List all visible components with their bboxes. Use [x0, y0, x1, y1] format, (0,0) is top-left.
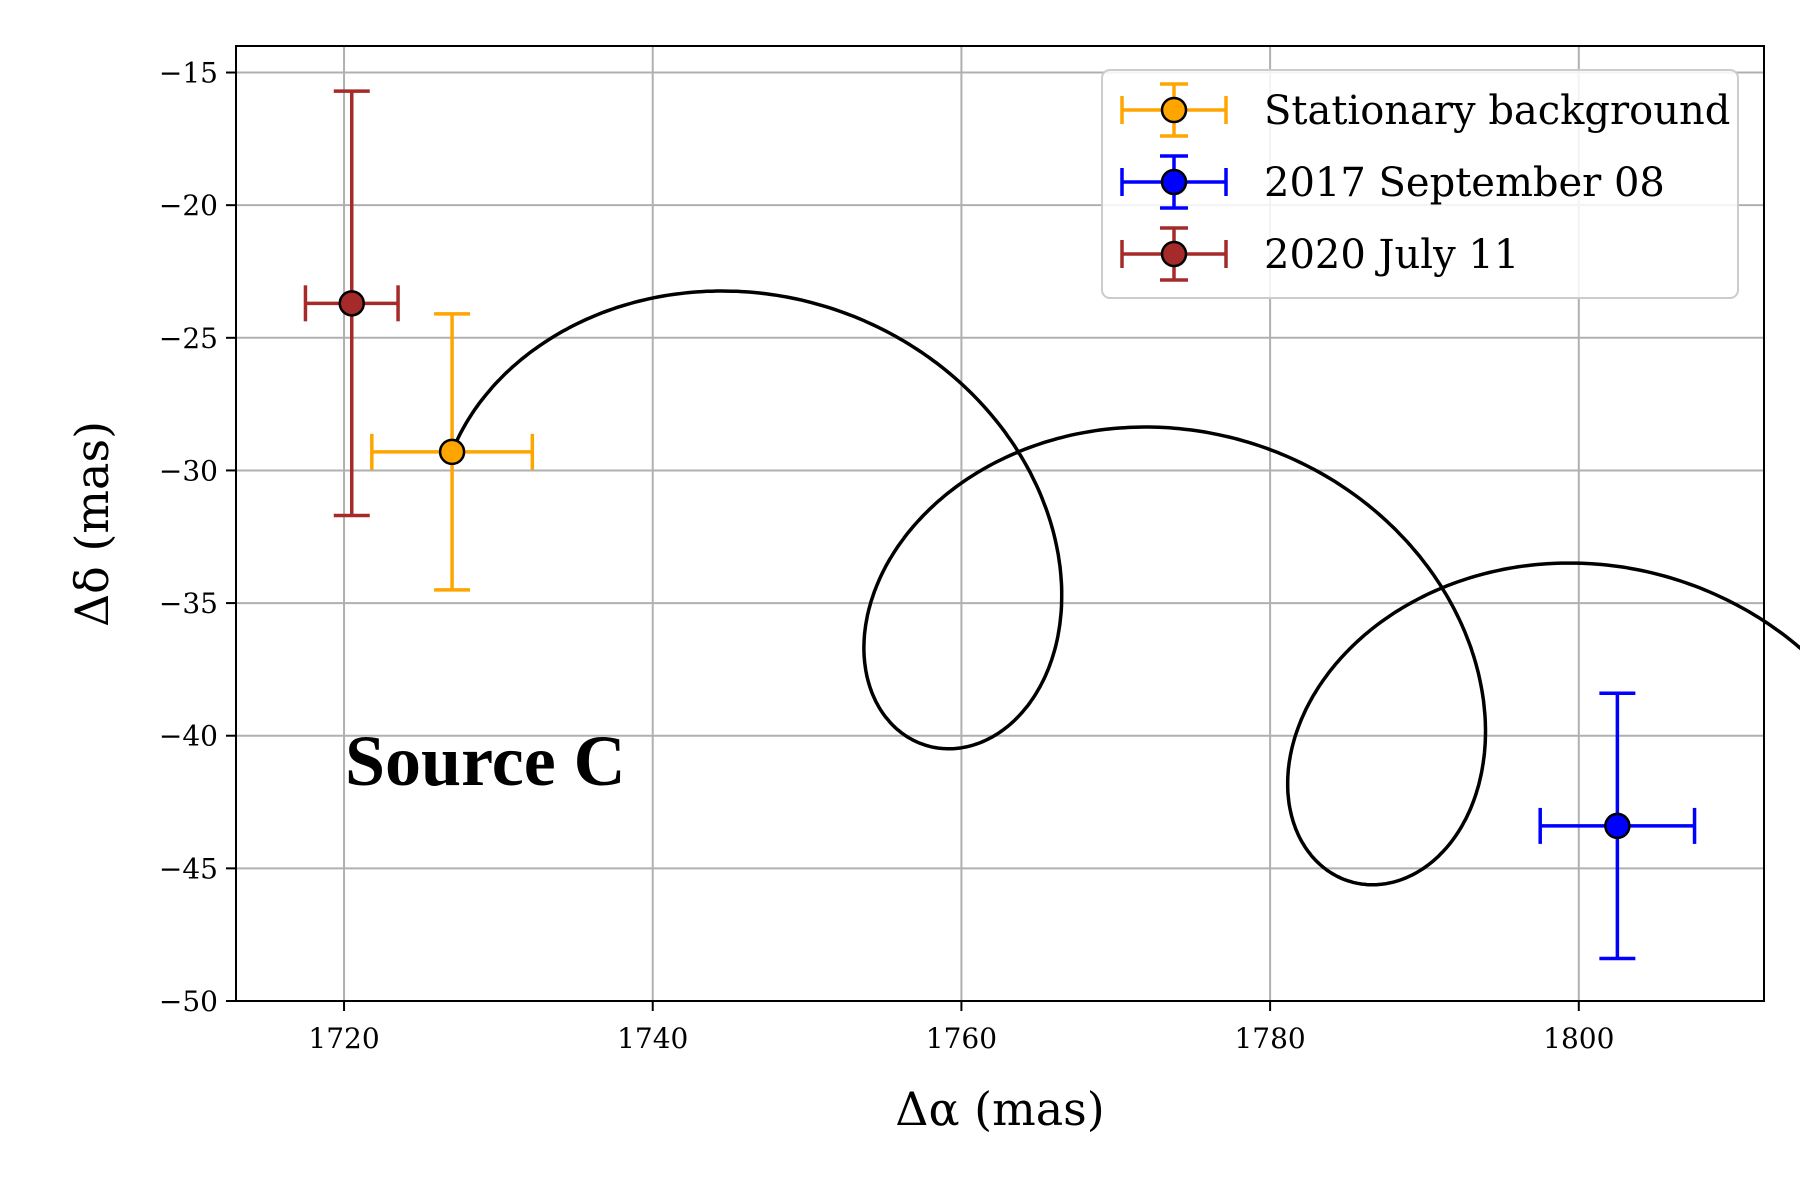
axis-ticks: 1720 1740 1760 1780 1800 −15 −20 −25 −30 −35 −40 −4…: [159, 57, 1615, 1055]
legend-marker: [1160, 240, 1188, 268]
legend-marker: [1160, 168, 1188, 196]
track-line: [450, 289, 1800, 887]
x-tick-label: 1720: [308, 1022, 379, 1055]
point-marker: [1604, 812, 1631, 840]
legend-label: Stationary background: [1264, 88, 1730, 134]
grid: [236, 46, 1764, 1002]
point-marker: [438, 438, 466, 466]
y-tick-label: −40: [159, 720, 218, 753]
legend-label: 2017 September 08: [1264, 160, 1665, 206]
data-points: [303, 89, 1697, 961]
annotation-source-c: Source C: [345, 721, 626, 801]
y-axis-label: Δδ (mas): [65, 421, 119, 627]
legend-item: 2020 July 11: [1120, 226, 1519, 282]
legend-label: 2020 July 11: [1264, 232, 1519, 278]
data-point: [1538, 691, 1697, 961]
y-tick-label: −45: [159, 852, 218, 885]
data-point: [370, 312, 535, 592]
y-tick-label: −20: [159, 189, 218, 222]
x-tick-label: 1760: [926, 1022, 997, 1055]
legend-frame: [1101, 69, 1739, 299]
point-marker: [338, 290, 366, 317]
y-tick-label: −15: [159, 57, 218, 90]
y-tick-label: −25: [159, 322, 218, 355]
y-tick-label: −50: [159, 985, 218, 1018]
x-tick-label: 1800: [1543, 1022, 1614, 1055]
x-tick-label: 1740: [617, 1022, 688, 1055]
y-tick-label: −35: [159, 587, 218, 620]
x-axis-label: Δα (mas): [895, 1082, 1104, 1136]
x-tick-label: 1780: [1234, 1022, 1305, 1055]
legend: Stationary background 2017 September 08 20…: [1101, 69, 1739, 299]
plot-frame: [235, 45, 1765, 1002]
legend-marker: [1160, 96, 1188, 124]
legend-item: 2017 September 08: [1120, 154, 1665, 210]
legend-item: Stationary background: [1120, 82, 1730, 138]
y-tick-label: −30: [159, 454, 218, 487]
data-point: [303, 89, 400, 518]
